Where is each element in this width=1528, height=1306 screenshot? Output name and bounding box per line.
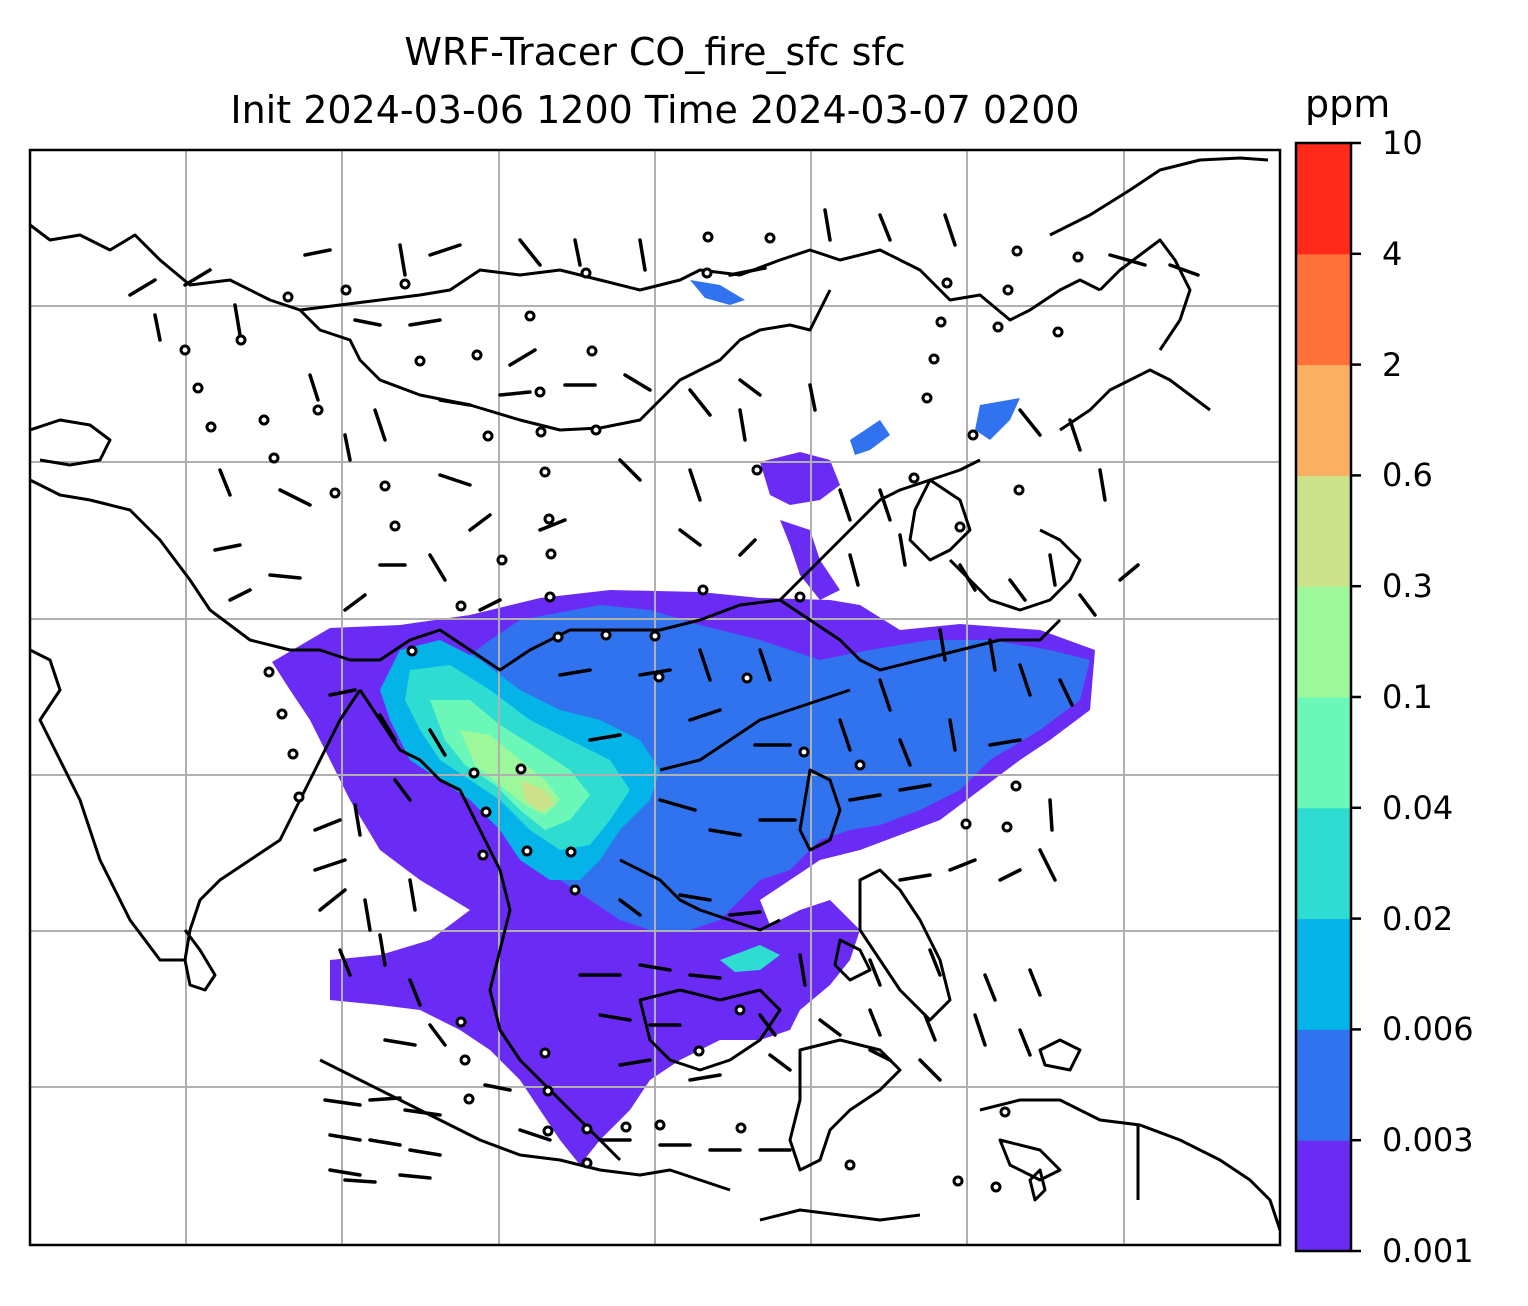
- colorbar-tick-label: 0.001: [1382, 1232, 1474, 1270]
- colorbar: [1296, 141, 1361, 1253]
- colorbar-tick-label: 0.04: [1382, 788, 1454, 827]
- colorbar-unit-label: ppm: [1305, 82, 1391, 126]
- map-frame: [28, 148, 1282, 1247]
- colorbar-tick-label: 0.006: [1382, 1010, 1474, 1049]
- colorbar-segment: [1296, 807, 1351, 920]
- colorbar-tick-label: 0.6: [1382, 456, 1433, 495]
- colorbar-segment: [1296, 253, 1351, 366]
- colorbar-tick-label: 10: [1382, 124, 1423, 162]
- colorbar-segment: [1296, 1029, 1351, 1141]
- colorbar-tick-label: 0.3: [1382, 567, 1433, 606]
- colorbar-tick-label: 0.003: [1382, 1121, 1474, 1160]
- wind-barbs: [128, 208, 1200, 1184]
- colorbar-segment: [1296, 697, 1351, 809]
- coastlines-and-borders: [30, 156, 1280, 1231]
- map-gridlines: [30, 150, 1280, 1245]
- colorbar-tick-label: 2: [1382, 345, 1403, 384]
- colorbar-segment: [1296, 364, 1351, 476]
- colorbar-tick-label: 0.02: [1382, 899, 1454, 938]
- map-area: [30, 150, 1280, 1245]
- colorbar-tick-label: 0.1: [1382, 678, 1433, 716]
- colorbar-segment: [1296, 475, 1351, 587]
- colorbar-frame: [1294, 141, 1353, 1253]
- colorbar-segment: [1296, 586, 1351, 698]
- colorbar-segment: [1296, 1140, 1351, 1252]
- colorbar-tick-label: 4: [1382, 234, 1403, 273]
- colorbar-segment: [1296, 918, 1351, 1030]
- plot-title-line2: Init 2024-03-06 1200 Time 2024-03-07 020…: [230, 88, 1080, 132]
- co-tracer-fill: [272, 280, 1095, 1165]
- calm-wind-circles: [179, 231, 1084, 1193]
- colorbar-segment: [1296, 143, 1351, 255]
- plot-title-line1: WRF-Tracer CO_fire_sfc sfc: [404, 30, 906, 74]
